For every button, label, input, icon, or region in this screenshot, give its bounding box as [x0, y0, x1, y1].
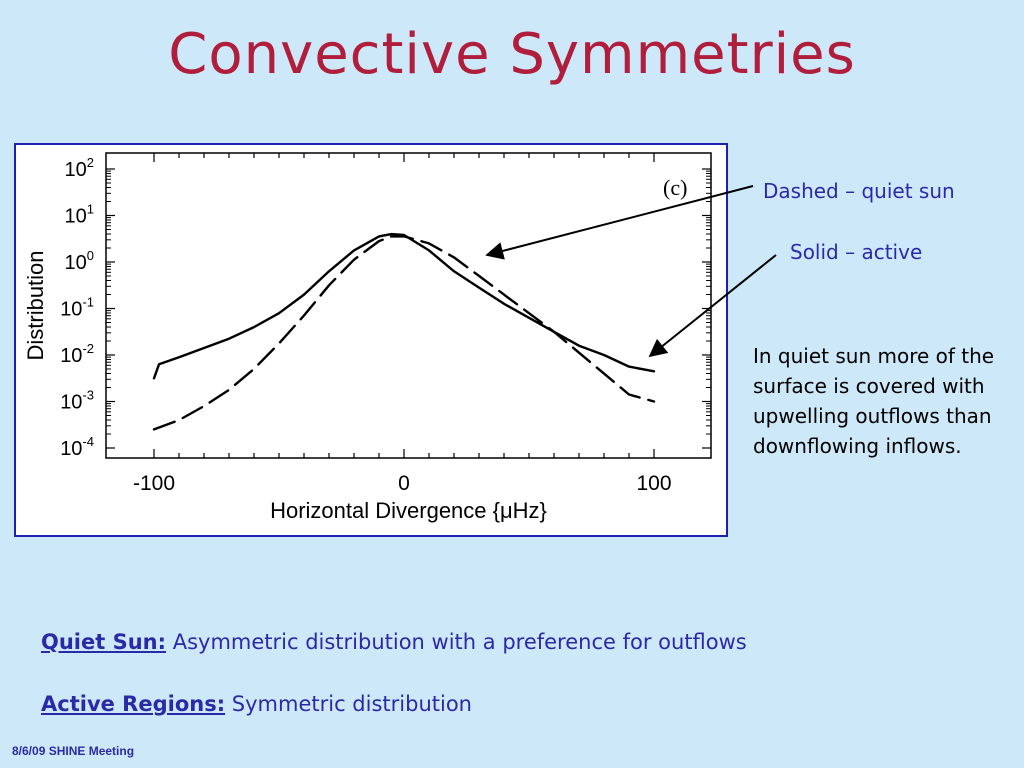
plot-frame — [105, 152, 712, 459]
y-tick-label: 10-3 — [60, 388, 94, 414]
y-tick-label: 10-4 — [60, 434, 94, 460]
quiet-sun-label: Quiet Sun: — [41, 630, 167, 654]
active-regions-summary: Active Regions: Symmetric distribution — [41, 692, 472, 716]
dashed-annotation: Dashed – quiet sun — [763, 179, 955, 203]
panel-label: (c) — [663, 175, 687, 200]
y-tick-label: 10-1 — [60, 295, 94, 321]
quiet-sun-text: Asymmetric distribution with a preferenc… — [172, 630, 747, 654]
quiet-sun-dashed-line — [152, 235, 656, 431]
quiet-sun-summary: Quiet Sun: Asymmetric distribution with … — [41, 630, 747, 654]
x-tick-label: 100 — [636, 472, 671, 495]
y-tick-label: 100 — [65, 248, 94, 274]
explanation-note: In quiet sun more of the surface is cove… — [753, 344, 995, 458]
chart-panel: -100 0 100 102 101 100 10-1 10-2 10-3 10-4 Horizon… — [14, 143, 728, 537]
x-tick-label: -100 — [133, 472, 175, 495]
y-axis-label: Distribution — [23, 250, 48, 360]
active-regions-label: Active Regions: — [41, 692, 226, 716]
y-tick-label: 102 — [65, 155, 94, 181]
x-axis-label: Horizontal Divergence {μHz} — [270, 498, 547, 523]
solid-annotation: Solid – active — [790, 240, 923, 264]
divergence-chart: -100 0 100 102 101 100 10-1 10-2 10-3 10-4 Horizon… — [23, 152, 712, 523]
footer-text: 8/6/09 SHINE Meeting — [12, 744, 135, 758]
active-solid-line — [152, 232, 656, 380]
y-tick-label: 10-2 — [60, 341, 94, 367]
slide-title: Convective Symmetries — [168, 22, 856, 87]
y-tick-label: 101 — [65, 202, 94, 228]
active-regions-text: Symmetric distribution — [231, 692, 472, 716]
x-tick-label: 0 — [398, 472, 410, 495]
